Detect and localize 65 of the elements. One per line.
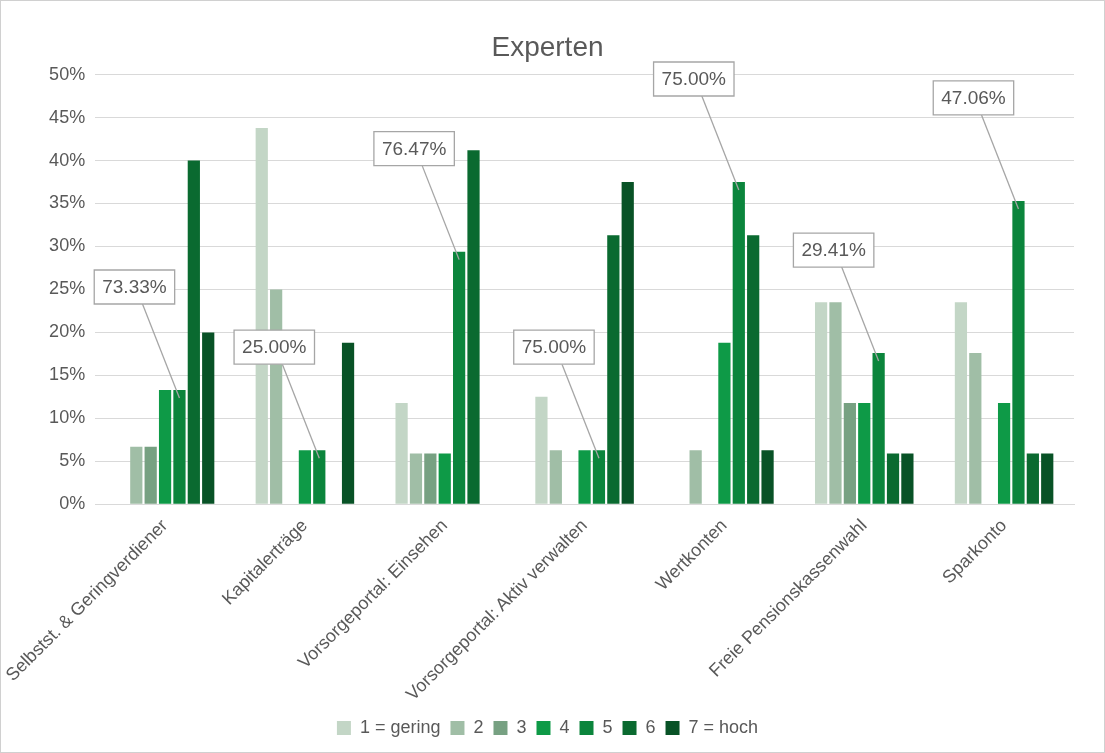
bar: [761, 450, 774, 504]
annotation: 73.33%: [102, 276, 167, 298]
bar: [732, 182, 745, 504]
bar: [202, 332, 215, 504]
bar: [187, 160, 200, 504]
legend-label: 1 = gering: [359, 716, 441, 737]
bar: [438, 453, 451, 504]
bar: [969, 353, 982, 504]
annotation: 75.00%: [661, 68, 727, 90]
bar: [829, 302, 842, 504]
bar: [886, 453, 900, 504]
bar: [1041, 453, 1054, 504]
bar: [621, 182, 634, 504]
y-tick-label: 50%: [49, 63, 86, 84]
annotation: 75.00%: [521, 336, 587, 358]
annotation: 25.00%: [242, 336, 307, 358]
annotation: 29.41%: [801, 239, 866, 261]
bar: [901, 453, 914, 504]
y-tick-label: 15%: [49, 364, 86, 385]
y-tick-label: 40%: [49, 149, 86, 170]
bar: [607, 235, 620, 504]
bar: [814, 302, 828, 504]
y-tick-label: 30%: [49, 235, 86, 256]
bar: [578, 450, 591, 504]
bar: [535, 396, 548, 504]
legend-label: 7 = hoch: [688, 716, 759, 737]
bar: [718, 342, 731, 504]
bar: [592, 450, 606, 504]
bar: [1012, 200, 1025, 504]
y-tick-label: 0%: [59, 493, 86, 514]
legend-label: 5: [602, 716, 613, 737]
bar: [954, 302, 968, 504]
y-tick-label: 20%: [49, 321, 86, 342]
bar: [298, 450, 312, 504]
bar: [158, 389, 172, 504]
bar: [689, 450, 702, 504]
bar: [997, 402, 1011, 504]
bar: [130, 446, 143, 504]
bar: [747, 235, 760, 504]
legend-label: 2: [473, 716, 484, 737]
y-tick-label: 45%: [49, 106, 86, 127]
y-tick-label: 5%: [59, 450, 86, 471]
bar: [313, 450, 326, 504]
bar: [1026, 453, 1039, 504]
bar: [144, 446, 157, 504]
legend-label: 4: [559, 716, 570, 737]
bar: [395, 402, 408, 504]
annotation: 47.06%: [941, 87, 1006, 109]
bar: [467, 150, 480, 504]
legend-label: 3: [516, 716, 527, 737]
bar: [409, 453, 423, 504]
bar: [858, 402, 871, 504]
bar: [173, 389, 186, 504]
annotation: 76.47%: [381, 137, 447, 159]
bar: [843, 402, 856, 504]
y-tick-label: 35%: [49, 192, 86, 213]
bar: [549, 450, 562, 504]
bar: [872, 353, 885, 504]
y-tick-label: 25%: [49, 278, 86, 299]
y-tick-label: 10%: [49, 407, 86, 428]
chart-title: Experten: [491, 30, 604, 62]
bar: [341, 342, 355, 504]
legend-label: 6: [645, 716, 656, 737]
bar: [424, 453, 437, 504]
bar: [453, 251, 466, 504]
